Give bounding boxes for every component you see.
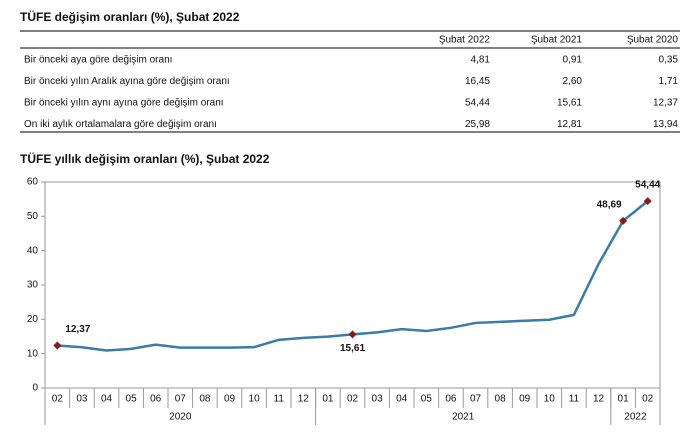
x-tick-label: 05 bbox=[126, 394, 138, 405]
table-cell: 54,44 bbox=[465, 98, 490, 109]
x-tick-label: 11 bbox=[569, 394, 580, 405]
marker bbox=[643, 197, 652, 206]
marker bbox=[53, 341, 62, 350]
x-tick-label: 02 bbox=[52, 394, 64, 405]
y-tick-label: 20 bbox=[27, 314, 39, 325]
table-cell: 4,81 bbox=[471, 55, 491, 66]
x-tick-label: 11 bbox=[274, 394, 285, 405]
table-cell: 25,98 bbox=[465, 119, 490, 130]
column-header: Şubat 2022 bbox=[439, 35, 491, 46]
x-tick-label: 02 bbox=[347, 394, 359, 405]
x-tick-label: 02 bbox=[642, 394, 654, 405]
table-cell: Bir önceki yılın Aralık ayına göre değiş… bbox=[24, 76, 230, 87]
x-tick-label: 10 bbox=[249, 394, 261, 405]
x-tick-label: 04 bbox=[396, 394, 408, 405]
x-tick-label: 06 bbox=[445, 394, 457, 405]
table-title: TÜFE değişim oranları (%), Şubat 2022 bbox=[20, 9, 240, 24]
y-tick-label: 10 bbox=[27, 348, 39, 359]
x-tick-label: 07 bbox=[175, 394, 187, 405]
y-tick-label: 60 bbox=[27, 177, 39, 188]
table-cell: Bir önceki aya göre değişim oranı bbox=[24, 55, 172, 66]
group-label: 2021 bbox=[452, 412, 475, 423]
group-label: 2022 bbox=[624, 412, 647, 423]
table-cell: On iki aylık ortalamalara göre değişim o… bbox=[24, 119, 217, 130]
data-label: 48,69 bbox=[597, 199, 622, 210]
table-cell: 12,37 bbox=[653, 98, 678, 109]
column-header: Şubat 2020 bbox=[627, 35, 679, 46]
x-tick-label: 05 bbox=[421, 394, 433, 405]
y-tick-label: 0 bbox=[32, 383, 38, 394]
y-tick-label: 50 bbox=[27, 211, 39, 222]
table-cell: Bir önceki yılın aynı ayına göre değişim… bbox=[24, 98, 224, 109]
x-tick-label: 10 bbox=[544, 394, 556, 405]
marker bbox=[348, 330, 357, 339]
x-tick-label: 01 bbox=[322, 394, 334, 405]
plot-frame bbox=[44, 181, 661, 389]
x-tick-label: 12 bbox=[593, 394, 605, 405]
x-tick-label: 08 bbox=[199, 394, 211, 405]
x-tick-label: 09 bbox=[519, 394, 531, 405]
x-tick-label: 03 bbox=[372, 394, 384, 405]
table-cell: 15,61 bbox=[557, 98, 582, 109]
table-cell: 0,91 bbox=[563, 55, 583, 66]
data-label: 15,61 bbox=[340, 343, 365, 354]
table-cell: 13,94 bbox=[653, 119, 678, 130]
x-tick-label: 09 bbox=[224, 394, 236, 405]
table-cell: 2,60 bbox=[563, 76, 583, 87]
chart-title: TÜFE yıllık değişim oranları (%), Şubat … bbox=[20, 151, 270, 166]
group-label: 2020 bbox=[169, 412, 192, 423]
y-tick-label: 40 bbox=[27, 245, 39, 256]
data-label: 54,44 bbox=[635, 180, 660, 191]
line bbox=[57, 200, 649, 352]
marker bbox=[619, 216, 628, 225]
x-tick-label: 04 bbox=[101, 394, 113, 405]
x-tick-label: 08 bbox=[495, 394, 507, 405]
table-cell: 16,45 bbox=[465, 76, 490, 87]
x-tick-label: 01 bbox=[618, 394, 630, 405]
data-label: 12,37 bbox=[65, 324, 90, 335]
x-tick-label: 06 bbox=[150, 394, 162, 405]
column-header: Şubat 2021 bbox=[531, 35, 583, 46]
table-cell: 0,35 bbox=[659, 55, 679, 66]
table-cell: 1,71 bbox=[659, 76, 679, 87]
table-cell: 12,81 bbox=[557, 119, 582, 130]
y-tick-label: 30 bbox=[27, 280, 39, 291]
x-tick-label: 12 bbox=[298, 394, 310, 405]
x-tick-label: 07 bbox=[470, 394, 482, 405]
x-tick-label: 03 bbox=[76, 394, 88, 405]
